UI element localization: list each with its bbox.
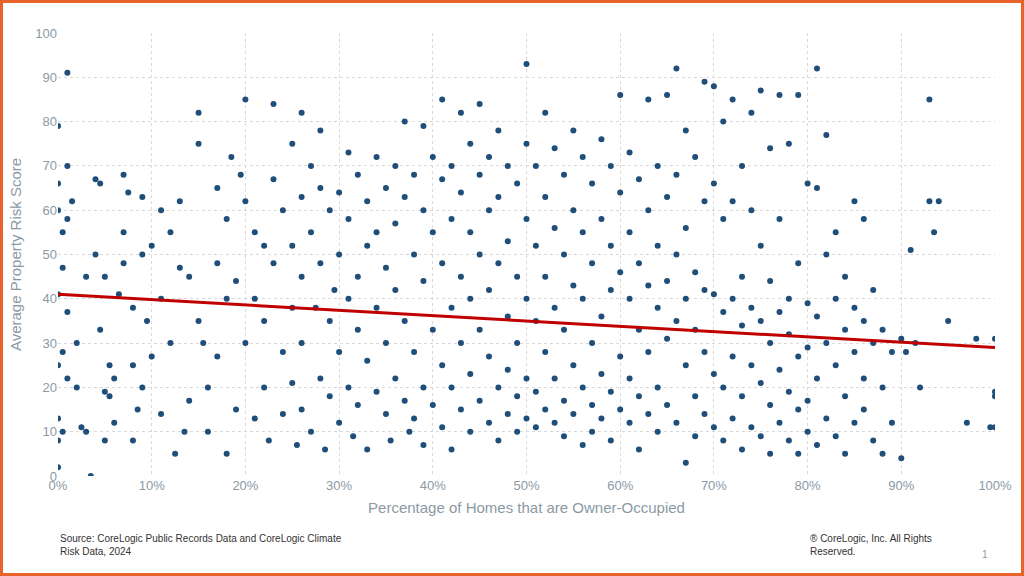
svg-text:40%: 40% — [420, 478, 446, 493]
svg-text:1: 1 — [982, 549, 988, 560]
svg-text:70%: 70% — [701, 478, 727, 493]
svg-text:® CoreLogic, Inc. All RightsRe: ® CoreLogic, Inc. All RightsReserved. — [810, 533, 932, 557]
svg-text:30: 30 — [43, 336, 57, 351]
svg-text:50: 50 — [43, 247, 57, 262]
svg-text:90: 90 — [43, 70, 57, 85]
svg-text:60: 60 — [43, 203, 57, 218]
svg-text:20: 20 — [43, 380, 57, 395]
svg-text:10%: 10% — [139, 478, 165, 493]
svg-text:50%: 50% — [513, 478, 539, 493]
svg-text:0%: 0% — [49, 478, 68, 493]
svg-text:40: 40 — [43, 291, 57, 306]
svg-text:10: 10 — [43, 424, 57, 439]
svg-text:100: 100 — [35, 26, 57, 41]
svg-text:90%: 90% — [888, 478, 914, 493]
svg-text:80%: 80% — [795, 478, 821, 493]
svg-text:Average Property Risk Score: Average Property Risk Score — [7, 158, 24, 351]
svg-text:100%: 100% — [978, 478, 1012, 493]
svg-text:60%: 60% — [607, 478, 633, 493]
svg-text:Source: CoreLogic Public Recor: Source: CoreLogic Public Records Data an… — [60, 533, 342, 557]
svg-text:80: 80 — [43, 114, 57, 129]
svg-text:20%: 20% — [232, 478, 258, 493]
svg-text:70: 70 — [43, 158, 57, 173]
svg-text:30%: 30% — [326, 478, 352, 493]
svg-text:Percentage of Homes that are O: Percentage of Homes that are Owner-Occup… — [368, 499, 685, 516]
svg-text:0: 0 — [50, 469, 57, 484]
